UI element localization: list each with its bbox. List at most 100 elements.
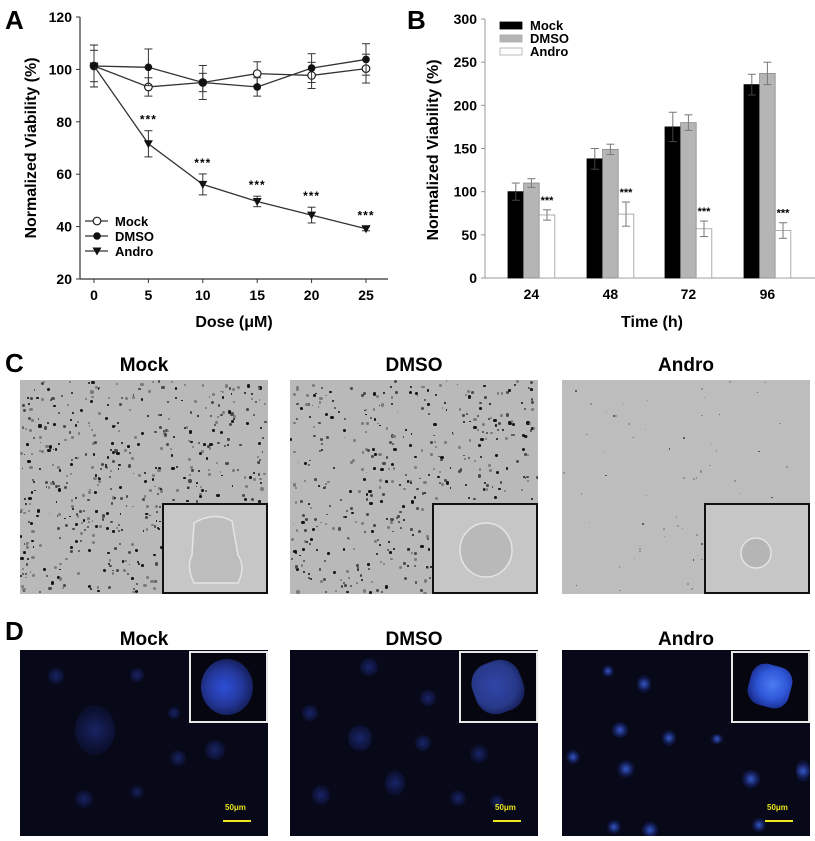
legend-swatch-andro-icon [499,47,523,56]
scale-bar [223,820,251,822]
y-tick-label: 300 [454,11,478,27]
nucleus-spot [490,795,504,809]
significance-marker: *** [698,206,712,218]
bar-dmso [602,148,619,279]
y-tick-label: 50 [461,227,477,243]
scale-bar [493,820,521,822]
legend-label: Andro [115,244,153,259]
colony-inset-mock [162,503,268,594]
nucleus-spot [470,745,488,763]
nucleus-spot [360,658,378,676]
y-tick-label: 100 [454,184,478,200]
legend-swatch-dmso-icon [499,34,523,43]
data-point [307,211,317,220]
panel-d-title-andro: Andro [658,629,714,650]
nucleus-spot [612,722,628,738]
bar-mock [507,191,525,279]
x-tick-label: 25 [358,287,374,303]
x-tick-label: 0 [90,287,98,303]
data-point [361,225,371,234]
bar-group-72h [664,111,713,279]
y-tick-label: 0 [469,270,477,286]
nucleus-spot [385,770,405,796]
bar-group-24h [507,178,556,279]
scale-bar-label: 50μm [495,803,516,812]
panel-d-title-mock: Mock [119,629,169,650]
bar-dmso [680,122,697,279]
significance-marker: *** [357,209,374,223]
x-tick-label: 15 [249,287,265,303]
x-tick-label: 48 [603,286,619,302]
bar-andro [538,214,556,279]
nucleus-spot [642,822,658,836]
legend-marker-triangle-icon [92,247,102,256]
brightfield-image-dmso [290,380,538,594]
nucleus-spot [450,790,466,806]
y-tick-label: 20 [56,271,72,287]
nucleus-spot [48,668,64,684]
legend-marker-filled-circle-icon [93,232,101,240]
bar-dmso [523,182,540,279]
brightfield-image-andro [562,380,810,594]
nucleus-spot [602,665,614,677]
nucleus-spot [415,735,431,751]
bar-mock [664,126,682,279]
fluorescence-image-mock: 50μm [20,650,268,836]
significance-marker: *** [303,189,320,203]
y-tick-label: 100 [49,61,73,77]
nucleus-spot [75,705,115,755]
panel-d-title-dmso: DMSO [385,629,443,650]
x-axis-title: Dose (μM) [195,314,272,331]
bar-mock [743,84,761,279]
panel-b-label: B [407,5,426,35]
panel-c-title-mock: Mock [119,355,169,376]
nucleus-spot [348,725,372,751]
nucleus-spot [607,820,621,834]
significance-marker: *** [777,208,791,220]
legend-label: Mock [115,214,149,229]
nucleus-spot [302,705,318,721]
nucleus-spot [566,750,580,764]
data-point [143,140,153,149]
y-tick-label: 60 [56,166,72,182]
colony-shape [459,522,513,578]
nucleus-spot [796,760,810,782]
legend-label: DMSO [115,229,154,244]
dose-response-line-chart: 20 40 60 80 100 120 0 5 10 15 20 25 Dose (μM) Normali… [23,9,388,331]
significance-marker: *** [140,113,157,127]
fluorescence-image-andro: 50μm [562,650,810,836]
data-point [89,62,99,71]
scale-bar-label: 50μm [767,803,788,812]
nucleus-spot [130,668,144,682]
significance-marker: *** [194,156,211,170]
colony-shape [740,537,772,569]
nucleus-spot [205,740,225,760]
series-dmso [90,43,370,97]
y-tick-label: 250 [454,54,478,70]
colony-shape [188,515,243,584]
legend-label: DMSO [530,31,569,46]
y-axis-title: Normalized Viability (%) [425,59,442,240]
panel-c-label: C [5,348,24,378]
bar-group-48h [586,143,635,279]
nucleus-spot [710,734,724,744]
nucleus-inset-mock [189,651,268,723]
nucleus-spot [420,690,436,706]
data-point [307,64,316,72]
nucleus-spot [75,790,93,808]
y-tick-label: 150 [454,141,478,157]
nucleus-spot [170,750,186,766]
brightfield-image-mock [20,380,268,594]
bar-mock [586,158,604,279]
significance-marker: *** [620,187,634,199]
fluorescence-image-dmso: 50μm [290,650,538,836]
bar-dmso [759,72,776,279]
x-tick-label: 72 [681,286,697,302]
nucleus-spot [312,785,330,805]
nucleus-spot [662,730,676,746]
data-point [252,197,262,206]
legend-marker-open-circle-icon [92,216,102,226]
panel-c-title-andro: Andro [658,355,714,376]
nucleus-spot [168,707,180,719]
